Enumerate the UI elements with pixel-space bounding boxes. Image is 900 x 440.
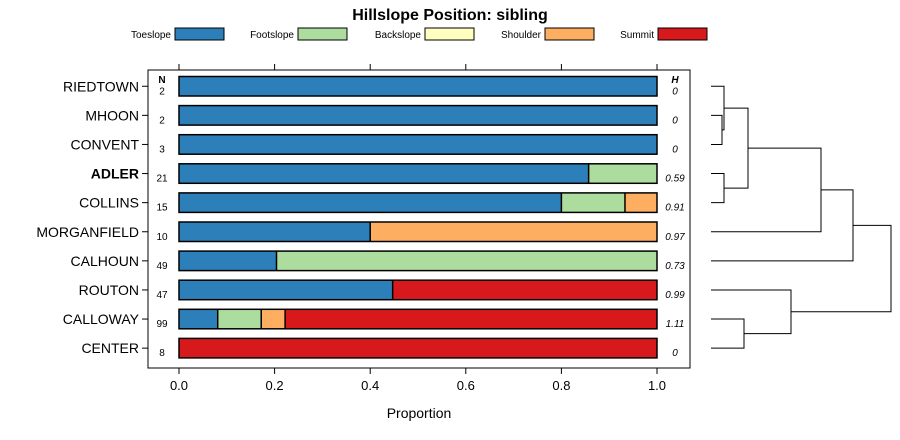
n-value: 15 [156, 203, 168, 214]
bar-outline [178, 250, 658, 272]
bar-outline [178, 133, 658, 155]
bar-segment [179, 134, 657, 155]
bar-segment [624, 192, 657, 213]
h-header: H [671, 75, 679, 86]
n-value: 3 [159, 144, 165, 155]
legend-label-footslope: Footslope [250, 30, 294, 41]
bar-outline [178, 279, 658, 301]
bar-segment [588, 163, 657, 184]
n-value: 8 [159, 348, 165, 359]
bar-segment [179, 309, 218, 329]
h-value: 0 [672, 115, 678, 126]
dendrogram-link [791, 224, 892, 313]
h-value: 0 [672, 144, 678, 155]
bar-segment [179, 251, 277, 271]
category-label: CONVENT [71, 136, 140, 152]
x-axis-label: Proportion [387, 405, 452, 421]
dendrogram-link [724, 107, 749, 189]
bar-outline [178, 337, 658, 359]
dendrogram-link [711, 318, 745, 349]
category-label: ADLER [91, 166, 139, 182]
bar-segment [261, 309, 286, 329]
legend-label-backslope: Backslope [375, 30, 422, 41]
bar-outline [178, 192, 658, 214]
dendrogram-link [711, 173, 725, 204]
bar-outline [178, 163, 658, 185]
h-value: 0.59 [665, 174, 685, 185]
legend-swatch-shoulder [544, 27, 595, 41]
category-label: COLLINS [79, 195, 139, 211]
bar-segment [276, 251, 657, 271]
h-value: 0 [672, 348, 678, 359]
x-tick-label: 0.8 [552, 378, 570, 393]
bar-segment [179, 163, 589, 184]
n-value: 49 [156, 261, 168, 272]
category-label: RIEDTOWN [63, 78, 139, 94]
legend: Toeslope Footslope Backslope Shoulder Summit [131, 27, 708, 41]
x-tick-label: 0.6 [457, 378, 475, 393]
legend-label-shoulder: Shoulder [501, 30, 542, 41]
legend-swatch-backslope [424, 27, 475, 41]
n-value: 2 [159, 86, 165, 97]
chart-title: Hillslope Position: sibling [352, 7, 548, 24]
bar-segment [561, 192, 625, 213]
x-tick-label: 0.4 [361, 378, 379, 393]
bar-segment [179, 105, 657, 126]
bar-segment [392, 280, 657, 300]
x-tick-label: 0.2 [266, 378, 284, 393]
category-label: CENTER [81, 340, 139, 356]
legend-label-toeslope: Toeslope [131, 30, 171, 41]
category-label: MORGANFIELD [36, 224, 139, 240]
legend-label-summit: Summit [620, 30, 654, 41]
n-value: 2 [159, 115, 165, 126]
dendrogram-link [711, 189, 854, 262]
h-value: 0.99 [665, 290, 685, 301]
bar-segment [179, 192, 562, 213]
dendrogram-link [711, 147, 822, 233]
n-value: 21 [156, 174, 168, 185]
n-value: 47 [156, 290, 168, 301]
plot-frame [147, 69, 691, 369]
h-value: 0.73 [665, 261, 685, 272]
dendrogram-link [711, 114, 723, 145]
category-label: CALHOUN [71, 253, 139, 269]
bar-outline [178, 308, 658, 330]
x-tick-label: 1.0 [648, 378, 666, 393]
legend-swatch-footslope [297, 27, 348, 41]
dendrogram [711, 85, 892, 349]
dendrogram-link [711, 289, 792, 335]
bar-outline [178, 104, 658, 126]
x-tick-label: 0.0 [170, 378, 188, 393]
bar-segment [179, 222, 371, 242]
bar-segment [370, 222, 657, 242]
category-label: MHOON [85, 107, 139, 123]
n-value: 99 [156, 319, 168, 330]
bar-segment [179, 280, 393, 300]
category-label: ROUTON [79, 282, 139, 298]
h-value: 0 [672, 86, 678, 97]
n-value: 10 [156, 232, 168, 243]
bar-outline [178, 221, 658, 243]
h-value: 0.97 [665, 232, 685, 243]
bar-outline [178, 75, 658, 97]
bar-segment [217, 309, 262, 329]
plot-area: 0.0 0.2 0.4 0.6 0.8 1.0 N H RIEDTOWN 2 0 MHOON 2 0 CON… [36, 64, 691, 393]
bar-segment [179, 76, 657, 96]
category-label: CALLOWAY [63, 311, 140, 327]
n-header: N [158, 75, 165, 86]
bar-segment [285, 309, 657, 329]
bar-segment [179, 338, 657, 358]
h-value: 1.11 [666, 319, 685, 330]
legend-swatch-summit [657, 27, 708, 41]
legend-swatch-toeslope [174, 27, 225, 41]
h-value: 0.91 [665, 203, 684, 214]
